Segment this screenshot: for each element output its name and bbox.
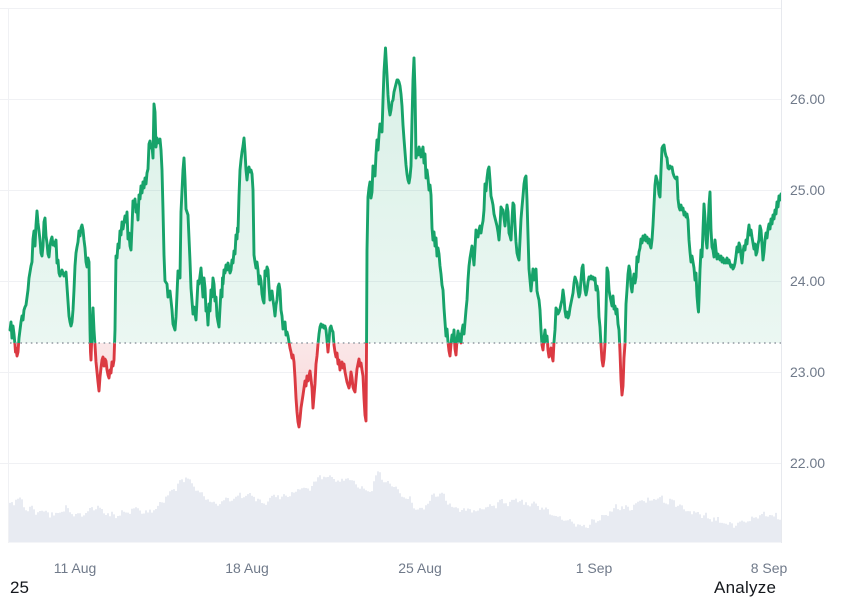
svg-text:23.00: 23.00 <box>790 364 825 380</box>
svg-text:25.00: 25.00 <box>790 182 825 198</box>
svg-text:22.00: 22.00 <box>790 455 825 471</box>
svg-text:18 Aug: 18 Aug <box>225 560 269 576</box>
svg-text:1 Sep: 1 Sep <box>576 560 613 576</box>
svg-text:11 Aug: 11 Aug <box>54 560 97 576</box>
svg-text:24.00: 24.00 <box>790 273 825 289</box>
svg-text:8 Sep: 8 Sep <box>751 560 788 576</box>
svg-text:26.00: 26.00 <box>790 91 825 107</box>
svg-text:25 Aug: 25 Aug <box>398 560 442 576</box>
